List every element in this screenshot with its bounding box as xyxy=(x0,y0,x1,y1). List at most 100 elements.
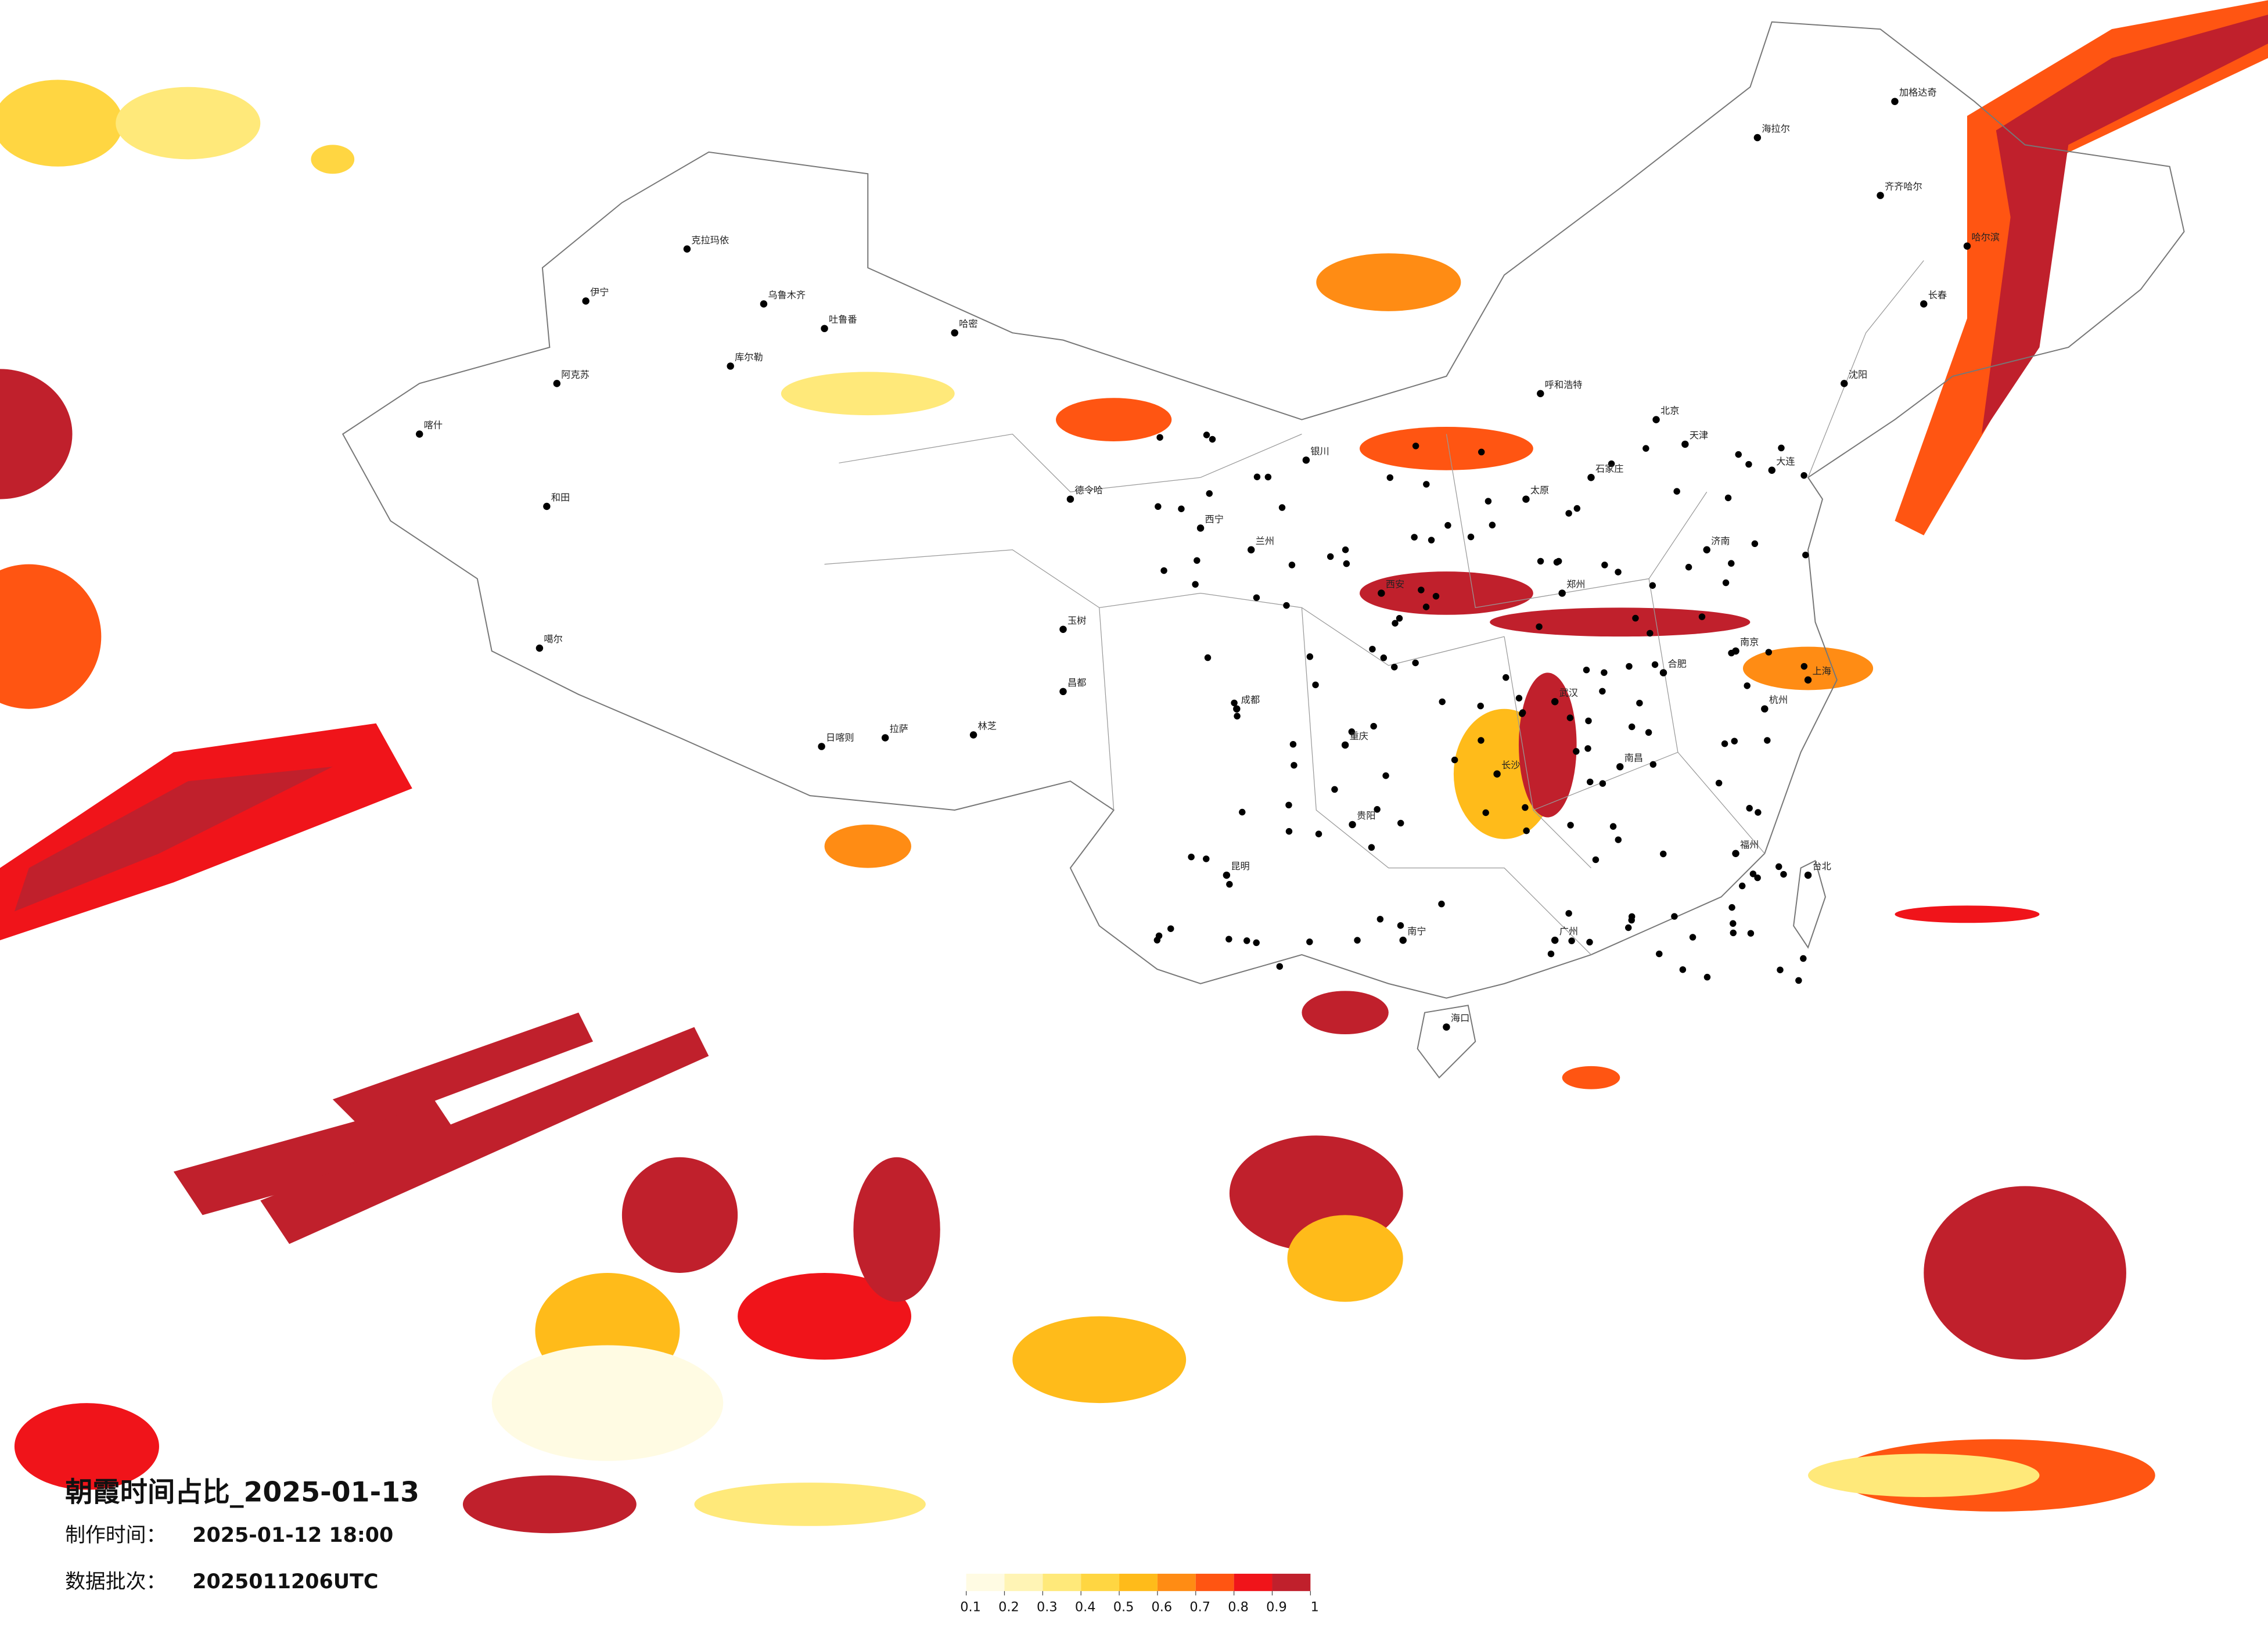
heat-area xyxy=(311,145,355,174)
city-dot xyxy=(1721,740,1728,747)
city-label: 大连 xyxy=(1776,456,1795,467)
city-dot xyxy=(1747,930,1755,937)
city-dot xyxy=(1378,589,1385,597)
heat-area xyxy=(1981,15,2268,434)
heat-area xyxy=(1518,672,1577,818)
city-label: 和田 xyxy=(551,492,570,503)
city-dot xyxy=(1278,504,1286,511)
city-dot xyxy=(1724,494,1732,502)
city-dot xyxy=(1231,699,1238,707)
city-dot xyxy=(1584,745,1591,752)
city-dot xyxy=(1587,778,1594,786)
city-dot xyxy=(1567,822,1574,829)
city-dot xyxy=(1751,540,1759,548)
city-dot xyxy=(1586,938,1593,946)
city-dot xyxy=(1547,950,1555,958)
city-label: 西安 xyxy=(1386,578,1404,589)
city-label: 贵阳 xyxy=(1357,810,1375,821)
city-dot xyxy=(1203,855,1210,862)
city-dot xyxy=(1636,699,1643,707)
city-label: 乌鲁木齐 xyxy=(768,289,806,300)
city-dot xyxy=(1412,443,1419,449)
city-dot xyxy=(1649,582,1656,589)
city-dot xyxy=(818,743,825,750)
city-dot xyxy=(1196,524,1205,532)
city-dot xyxy=(1775,863,1782,870)
city-dot xyxy=(1555,557,1562,565)
city-dot xyxy=(1891,98,1899,105)
city-dot xyxy=(1800,663,1808,670)
city-label: 南宁 xyxy=(1407,926,1426,937)
city-dot xyxy=(1536,623,1543,630)
city-label: 武汉 xyxy=(1559,687,1578,698)
city-label: 昆明 xyxy=(1231,861,1249,872)
city-dot xyxy=(1537,390,1544,398)
city-dot xyxy=(1283,602,1290,609)
city-dot xyxy=(1628,916,1635,924)
city-dot xyxy=(1418,587,1425,593)
city-dot xyxy=(1226,881,1233,888)
city-dot xyxy=(1156,434,1163,441)
city-dot xyxy=(1755,809,1762,816)
city-dot xyxy=(1558,589,1566,597)
batch-label: 数据批次： xyxy=(65,1570,166,1593)
city-dot xyxy=(1587,473,1595,481)
city-label: 广州 xyxy=(1559,926,1578,937)
city-dot xyxy=(683,245,691,253)
city-dot xyxy=(1647,629,1654,637)
city-dot xyxy=(1698,613,1706,620)
legend-tick-label: 0.6 xyxy=(1152,1600,1173,1615)
city-label: 德令哈 xyxy=(1074,485,1103,496)
city-label: 日喀则 xyxy=(826,732,854,743)
city-label: 阿克苏 xyxy=(561,369,590,380)
city-dot xyxy=(1583,666,1590,674)
city-dot xyxy=(881,734,889,742)
heat-area xyxy=(621,1157,738,1273)
city-dot xyxy=(1289,740,1297,748)
city-dot xyxy=(1616,763,1624,771)
heat-area xyxy=(116,87,261,160)
city-label: 加格达奇 xyxy=(1899,87,1937,98)
city-label: 喀什 xyxy=(424,420,443,431)
city-dot xyxy=(1264,473,1272,481)
city-dot xyxy=(1331,786,1338,793)
legend-tick-label: 0.2 xyxy=(998,1600,1019,1615)
city-dot xyxy=(1341,741,1349,749)
city-label: 吐鲁番 xyxy=(829,314,857,325)
city-dot xyxy=(1059,688,1067,696)
city-dot xyxy=(1206,490,1213,497)
legend-tick-label: 0.5 xyxy=(1113,1600,1134,1615)
city-label: 成都 xyxy=(1241,695,1260,706)
city-label: 伊宁 xyxy=(590,286,609,297)
city-dot xyxy=(1615,569,1622,575)
city-dot xyxy=(1285,828,1293,835)
city-dot xyxy=(1800,955,1807,962)
city-dot xyxy=(1192,581,1199,588)
city-label: 林芝 xyxy=(978,721,997,732)
city-dot xyxy=(1599,780,1606,787)
city-dot xyxy=(1386,474,1394,481)
city-dot xyxy=(1503,674,1509,681)
city-dot xyxy=(543,502,551,510)
city-dot xyxy=(1625,924,1632,931)
city-dot xyxy=(1660,850,1667,858)
heat-area xyxy=(1012,1316,1187,1404)
city-dot xyxy=(1778,444,1785,452)
city-dot xyxy=(1703,973,1711,981)
city-dot xyxy=(1515,695,1523,702)
city-dot xyxy=(1223,871,1231,879)
city-dot xyxy=(1291,762,1297,769)
legend-swatch xyxy=(1195,1573,1234,1591)
city-dot xyxy=(1768,466,1776,474)
legend-swatch xyxy=(1234,1573,1273,1591)
city-dot xyxy=(1764,737,1771,744)
city-dot xyxy=(1802,551,1809,559)
city-dot xyxy=(1204,654,1212,661)
city-label: 南昌 xyxy=(1624,752,1643,763)
city-dot xyxy=(1438,900,1445,908)
city-dot xyxy=(1963,242,1971,250)
city-dot xyxy=(1566,714,1574,721)
city-dot xyxy=(1276,963,1284,970)
city-dot xyxy=(1160,567,1167,574)
